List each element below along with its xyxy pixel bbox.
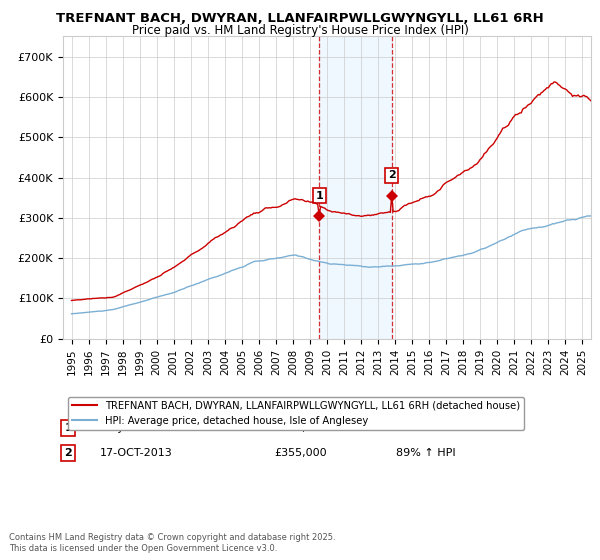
Text: 1: 1 — [64, 423, 72, 433]
Text: 2: 2 — [64, 448, 72, 458]
Text: 2: 2 — [388, 170, 395, 180]
Text: £305,000: £305,000 — [274, 423, 327, 433]
Text: 89% ↑ HPI: 89% ↑ HPI — [395, 448, 455, 458]
Bar — [319, 36, 392, 339]
Legend: TREFNANT BACH, DWYRAN, LLANFAIRPWLLGWYNGYLL, LL61 6RH (detached house), HPI: Ave: TREFNANT BACH, DWYRAN, LLANFAIRPWLLGWYNG… — [68, 396, 524, 430]
Text: 17-OCT-2013: 17-OCT-2013 — [100, 448, 173, 458]
Text: Contains HM Land Registry data © Crown copyright and database right 2025.
This d: Contains HM Land Registry data © Crown c… — [9, 533, 335, 553]
Text: 69% ↑ HPI: 69% ↑ HPI — [395, 423, 455, 433]
Text: 21-JUL-2009: 21-JUL-2009 — [100, 423, 169, 433]
Text: 1: 1 — [316, 190, 323, 200]
Text: TREFNANT BACH, DWYRAN, LLANFAIRPWLLGWYNGYLL, LL61 6RH: TREFNANT BACH, DWYRAN, LLANFAIRPWLLGWYNG… — [56, 12, 544, 25]
Text: £355,000: £355,000 — [274, 448, 327, 458]
Text: Price paid vs. HM Land Registry's House Price Index (HPI): Price paid vs. HM Land Registry's House … — [131, 24, 469, 37]
